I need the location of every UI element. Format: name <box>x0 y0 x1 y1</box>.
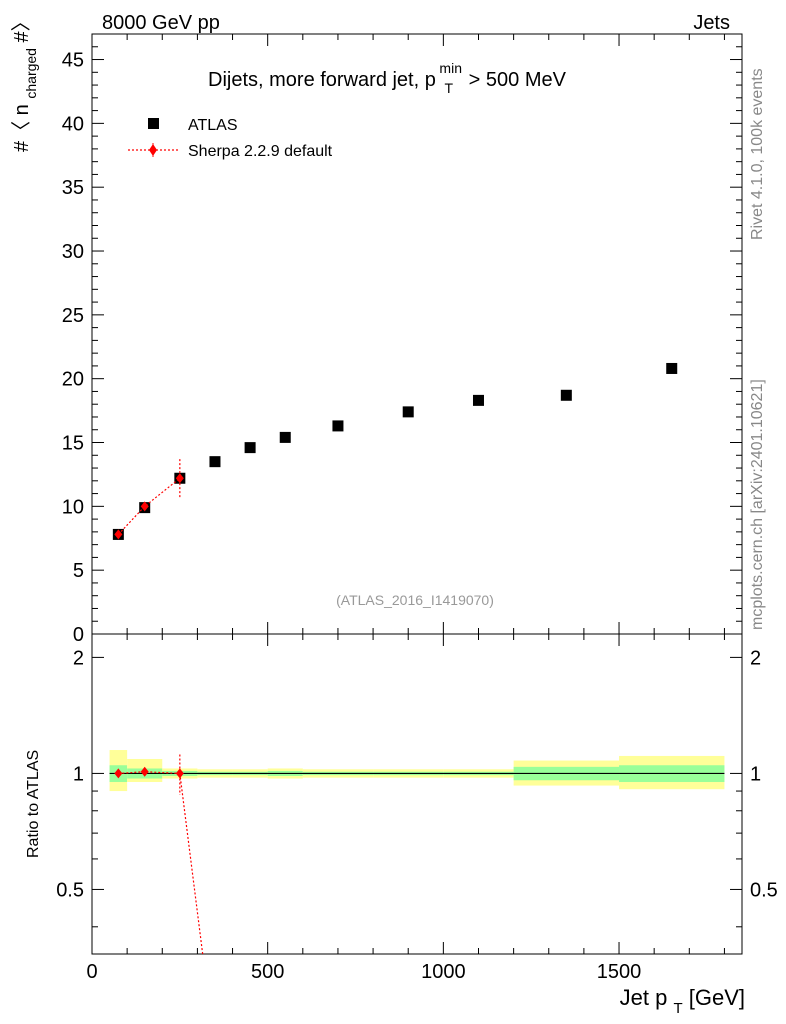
y-tick-label-main: 15 <box>62 433 84 455</box>
legend-sherpa-marker <box>149 144 157 156</box>
sherpa-ratio-point <box>140 766 149 777</box>
legend-atlas-label: ATLAS <box>188 117 238 134</box>
sherpa-ratio-line <box>118 771 180 775</box>
header-right: Jets <box>693 12 730 34</box>
y-tick-label-main: 35 <box>62 177 84 199</box>
atlas-point <box>209 456 221 468</box>
sherpa-line <box>117 477 181 535</box>
y-tick-label-main: 5 <box>73 560 84 582</box>
atlas-point <box>244 442 256 454</box>
x-label-post: [GeV] <box>689 985 745 1010</box>
y-tick-label-ratio: 1 <box>73 763 84 785</box>
sherpa-ratio-drop <box>179 773 204 955</box>
y-axis-label-main: #〈 n charged #〉 <box>11 11 41 152</box>
sherpa-ratio-point <box>114 768 123 779</box>
x-label-sub: T <box>673 1000 682 1017</box>
x-axis-label: Jet p T [GeV] <box>620 985 745 1018</box>
header-left: 8000 GeV pp <box>102 12 220 34</box>
y-tick-label-main: 10 <box>62 496 84 518</box>
legend: ATLAS Sherpa 2.2.9 default <box>128 117 333 160</box>
legend-sherpa-label: Sherpa 2.2.9 default <box>188 143 333 160</box>
y-axis-label-ratio: Ratio to ATLAS <box>25 750 42 858</box>
svg-text:#〈 n charged #〉: #〈 n charged #〉 <box>11 11 41 152</box>
y-tick-label-ratio-right: 2 <box>750 647 761 669</box>
main-title-suffix: > 500 MeV <box>469 69 567 91</box>
atlas-point <box>666 362 678 374</box>
x-tick-label: 500 <box>251 961 284 983</box>
ratio-frame <box>91 633 743 955</box>
x-tick-label: 1500 <box>597 961 642 983</box>
y-tick-label-main: 0 <box>73 624 84 646</box>
y-tick-label-ratio: 0.5 <box>56 879 84 901</box>
sherpa-point <box>114 529 123 540</box>
rivet-label: Rivet 4.1.0, 100k events <box>749 68 766 240</box>
atlas-point <box>279 431 291 443</box>
atlas-point <box>560 389 572 401</box>
sherpa-point <box>175 473 184 484</box>
main-title-sup: min <box>439 60 462 76</box>
legend-atlas-marker <box>148 118 159 129</box>
main-title-sub: T <box>445 80 454 96</box>
analysis-watermark: (ATLAS_2016_I1419070) <box>336 592 494 608</box>
main-panel: 0 5 10 15 20 25 30 35 40 45 <box>62 33 743 646</box>
main-title: Dijets, more forward jet, p min T > 500 … <box>208 56 567 98</box>
x-tick-label: 0 <box>86 961 97 983</box>
main-title-prefix: Dijets, more forward jet, p <box>208 69 436 91</box>
y-tick-label-main: 40 <box>62 113 84 135</box>
y-tick-label-main: 30 <box>62 241 84 263</box>
x-tick-label: 1000 <box>421 961 466 983</box>
y-tick-label-main: 25 <box>62 305 84 327</box>
x-label-pre: Jet p <box>620 985 668 1010</box>
y-tick-label-ratio-right: 1 <box>750 763 761 785</box>
y-tick-label-main: 20 <box>62 369 84 391</box>
y-label-sub: charged <box>23 48 39 99</box>
y-tick-label-ratio: 2 <box>73 647 84 669</box>
sherpa-point <box>140 501 149 512</box>
y-label-pre: #〈 n <box>11 104 33 152</box>
atlas-point <box>402 406 414 418</box>
y-tick-label-main: 45 <box>62 50 84 72</box>
mcplots-label: mcplots.cern.ch [arXiv:2401.10621] <box>749 379 766 630</box>
ratio-panel: 0 500 1000 1500 0.5 0.5 1 1 2 2 <box>56 633 778 983</box>
atlas-point <box>472 394 484 406</box>
y-label-post: #〉 <box>11 11 33 42</box>
y-tick-label-ratio-right: 0.5 <box>750 879 778 901</box>
atlas-point <box>332 420 344 432</box>
sherpa-ratio-point <box>175 768 184 779</box>
